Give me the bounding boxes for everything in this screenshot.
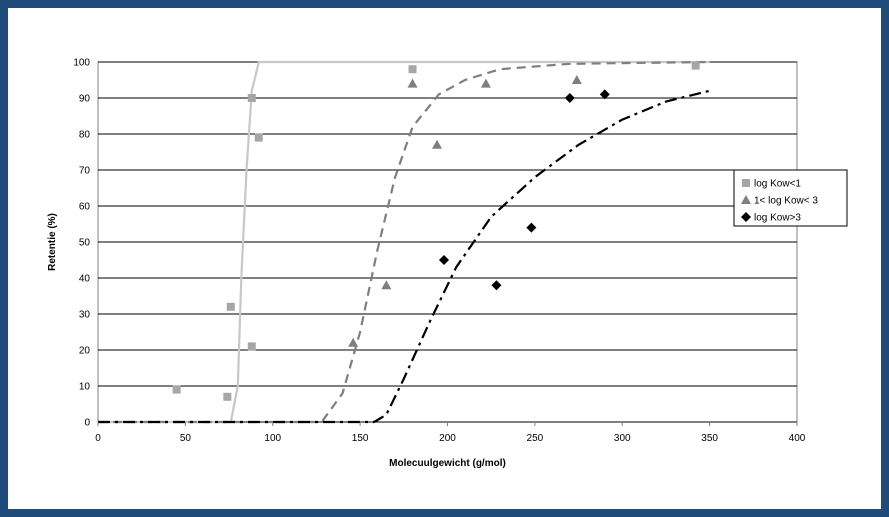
y-tick-labels: 0 10 20 30 40 50 60 70 80 90 100 [73, 58, 90, 429]
x-tick-label: 400 [789, 433, 806, 444]
legend-marker-diamond [741, 212, 751, 222]
data-point-triangle [432, 139, 443, 149]
legend: log Kow<1 1< log Kow< 3 log Kow>3 [733, 169, 848, 227]
data-point-square [247, 342, 256, 351]
data-point-diamond [439, 255, 450, 265]
x-axis-title: Molecuulgewicht (g/mol) [389, 458, 506, 469]
y-tick-label: 60 [79, 202, 91, 213]
data-point-diamond [599, 89, 610, 100]
fit-curve-line [98, 89, 710, 424]
y-tick-label: 40 [79, 274, 91, 285]
legend-label: log Kow<1 [754, 179, 801, 190]
legend-marker-triangle [741, 195, 751, 204]
data-points [172, 61, 700, 401]
data-point-diamond [526, 222, 537, 233]
x-tick-label: 100 [264, 433, 281, 444]
data-point-square [254, 133, 263, 142]
y-tick-label: 10 [79, 382, 91, 393]
data-point-triangle [407, 78, 418, 88]
data-point-triangle [571, 75, 582, 84]
y-tick-label: 90 [79, 94, 91, 105]
x-tick-labels: 0 50 100 150 200 250 300 350 400 [95, 422, 806, 444]
x-tick-label: 250 [527, 433, 544, 444]
data-point-square [408, 65, 417, 74]
fit-curves [98, 60, 710, 424]
x-tick-label: 350 [701, 433, 718, 444]
data-point-square [691, 61, 700, 70]
y-tick-label: 0 [84, 418, 90, 429]
y-tick-label: 50 [79, 238, 91, 249]
legend-marker-square [742, 179, 750, 187]
data-point-square [226, 302, 235, 311]
data-point-triangle [348, 337, 359, 347]
chart-svg: 0 50 100 150 200 250 300 350 400 0 10 20 30 40 50 60 70… [47, 58, 848, 469]
y-tick-label: 30 [79, 310, 91, 321]
y-tick-label: 100 [73, 58, 90, 69]
x-tick-label: 0 [95, 433, 101, 444]
x-tick-label: 300 [614, 433, 631, 444]
y-tick-label: 80 [79, 130, 91, 141]
data-point-diamond [564, 93, 575, 103]
data-point-triangle [480, 78, 491, 88]
data-point-square [223, 392, 232, 401]
x-tick-label: 50 [180, 433, 192, 444]
y-axis-title: Retentie (%) [47, 213, 58, 271]
chart-frame: 0 50 100 150 200 250 300 350 400 0 10 20 30 40 50 60 70… [8, 8, 881, 509]
data-point-square [247, 94, 256, 102]
data-point-triangle [381, 280, 392, 290]
data-point-diamond [491, 280, 502, 291]
fit-curve-line [98, 60, 710, 424]
x-tick-label: 150 [352, 433, 369, 444]
data-point-square [172, 385, 181, 394]
x-tick-label: 200 [439, 433, 456, 444]
legend-label: 1< log Kow< 3 [754, 196, 818, 207]
legend-label: log Kow>3 [754, 213, 801, 224]
y-tick-label: 20 [79, 346, 91, 357]
y-tick-label: 70 [79, 166, 91, 177]
legend-box [733, 169, 848, 227]
